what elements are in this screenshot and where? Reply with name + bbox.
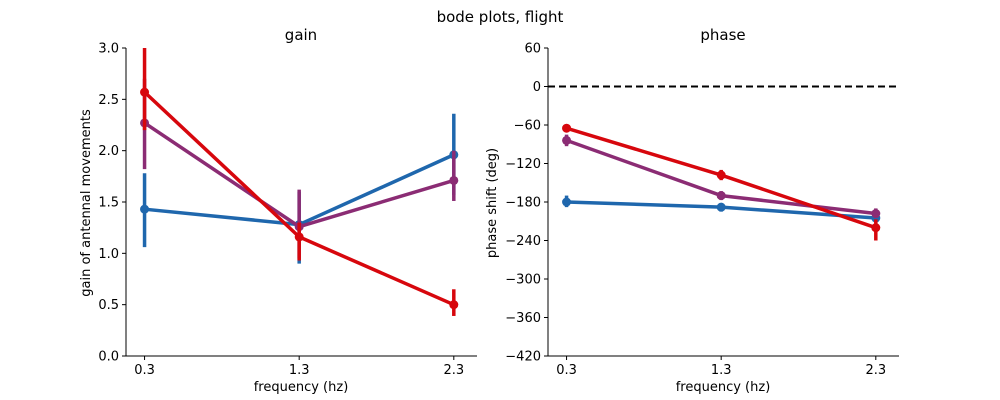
phase-title: phase (700, 26, 745, 44)
phase-data-point (871, 223, 881, 233)
gain-marks: 0.0 0.5 1.0 1.5 2.0 2.5 3.0 0.3 1.3 2.3 (98, 42, 477, 378)
phase-data-point (716, 170, 726, 180)
phase-ytick-label: 0 (533, 80, 541, 95)
phase-axes: phase frequency (hz) phase shift (deg) 6… (485, 26, 899, 395)
gain-xtick-label: 2.3 (443, 363, 464, 378)
figure-suptitle: bode plots, flight (437, 8, 564, 26)
gain-ylabel: gain of antennal movements (79, 109, 94, 297)
gain-axes: gain frequency (hz) gain of antennal mov… (79, 26, 477, 395)
gain-series-2 (140, 48, 459, 316)
phase-data-point (716, 202, 726, 212)
phase-ytick-label: −180 (505, 196, 541, 211)
phase-ytick-label: 60 (524, 42, 541, 57)
phase-ytick-label: −60 (514, 119, 541, 134)
gain-data-point (449, 300, 459, 310)
gain-data-point (140, 87, 150, 97)
phase-ytick-label: −120 (505, 157, 541, 172)
gain-ytick-label: 0.0 (98, 350, 119, 365)
phase-series-2 (562, 123, 881, 241)
phase-xlabel: frequency (hz) (676, 380, 771, 395)
phase-series-1 (562, 134, 881, 219)
phase-data-point (871, 209, 881, 219)
gain-data-point (294, 232, 304, 242)
phase-data-point (562, 135, 572, 145)
phase-xtick-label: 1.3 (711, 363, 732, 378)
phase-ylabel: phase shift (deg) (485, 148, 500, 258)
phase-marks: 60 0 −60 −120 −180 −240 −300 −360 −420 0.3 1.3 2.3 (505, 42, 899, 378)
gain-ytick-label: 2.0 (98, 144, 119, 159)
phase-data-point (716, 191, 726, 201)
gain-ytick-label: 2.5 (98, 93, 119, 108)
gain-xtick-label: 0.3 (134, 363, 155, 378)
phase-ytick-label: −240 (505, 234, 541, 249)
gain-xlabel: frequency (hz) (254, 380, 349, 395)
phase-ytick-label: −360 (505, 311, 541, 326)
phase-data-point (562, 123, 572, 133)
gain-ytick-label: 1.0 (98, 247, 119, 262)
phase-data-point (562, 197, 572, 207)
gain-data-point (140, 204, 150, 214)
gain-data-point (449, 175, 459, 185)
gain-ytick-label: 0.5 (98, 298, 119, 313)
gain-title: gain (285, 26, 317, 44)
phase-ytick-label: −300 (505, 273, 541, 288)
gain-ytick-label: 1.5 (98, 196, 119, 211)
gain-xtick-label: 1.3 (289, 363, 310, 378)
phase-xtick-label: 2.3 (865, 363, 886, 378)
phase-xtick-label: 0.3 (556, 363, 577, 378)
gain-ytick-label: 3.0 (98, 42, 119, 57)
phase-ytick-label: −420 (505, 350, 541, 365)
